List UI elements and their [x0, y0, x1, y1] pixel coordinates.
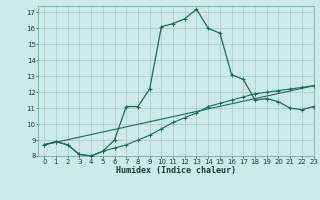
X-axis label: Humidex (Indice chaleur): Humidex (Indice chaleur): [116, 166, 236, 175]
